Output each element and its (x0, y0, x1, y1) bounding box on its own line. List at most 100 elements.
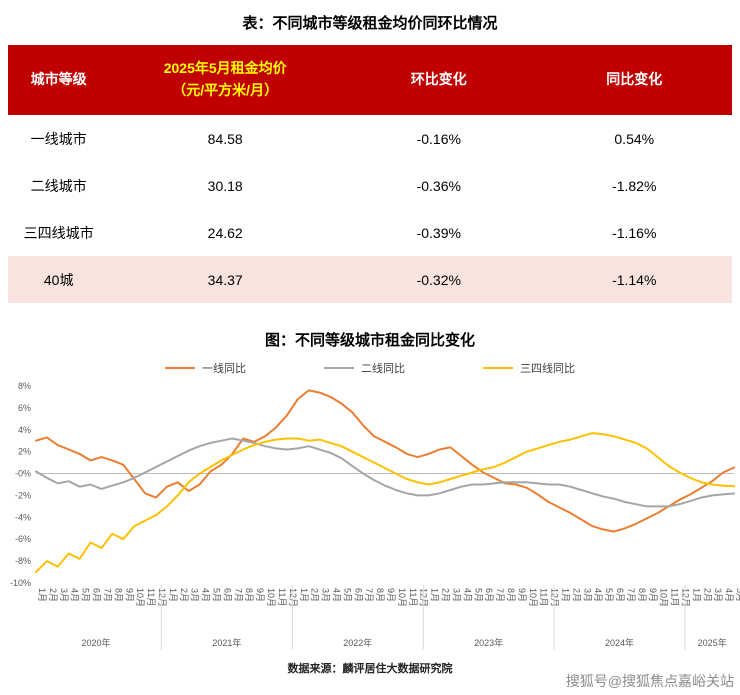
x-tick-label: 7月 (495, 588, 505, 602)
x-tick-label: 5月 (212, 588, 222, 602)
chart-title: 图：不同等级城市租金同比变化 (264, 332, 475, 349)
x-tick-label: 3月 (582, 588, 592, 602)
data-source: 数据来源：麟评居住大数据研究院 (287, 663, 453, 675)
x-tick-label: 3月 (713, 588, 723, 602)
x-tick-label: 3月 (451, 588, 461, 602)
y-tick-label: 8% (18, 381, 31, 391)
cell-tier: 一线城市 (8, 115, 110, 162)
x-tick-label: 8月 (244, 588, 254, 602)
x-tick-label: 5月 (735, 588, 740, 602)
x-tick-label: 7月 (364, 588, 374, 602)
header-yoy-change: 同比变化 (536, 45, 732, 115)
x-tick-label: 1月 (691, 588, 701, 602)
x-tick-label: 9月 (124, 588, 134, 602)
table-row-tier2: 二线城市 30.18 -0.36% -1.82% (8, 162, 732, 209)
y-tick-label: -10% (10, 578, 31, 588)
cell-mom: -0.39% (341, 209, 537, 256)
cell-price: 34.37 (109, 256, 342, 303)
x-tick-label: 12月 (288, 588, 298, 607)
x-tick-label: 8月 (637, 588, 647, 602)
year-label: 2023年 (474, 637, 503, 648)
table-row-40cities: 40城 34.37 -0.32% -1.14% (8, 256, 732, 303)
y-tick-label: -0% (15, 469, 31, 479)
series-line-0 (35, 389, 735, 533)
x-tick-label: 12月 (550, 588, 560, 607)
x-tick-label: 4月 (724, 588, 734, 602)
cell-tier: 40城 (8, 256, 110, 303)
year-label: 2024年 (605, 637, 634, 648)
x-tick-label: 1月 (561, 588, 571, 602)
table-title: 表：不同城市等级租金均价同环比情况 (242, 15, 498, 32)
x-tick-label: 4月 (70, 588, 80, 602)
tier1-line-swatch (165, 367, 195, 369)
x-tick-label: 4月 (462, 588, 472, 602)
x-tick-label: 11月 (408, 588, 418, 606)
year-label: 2021年 (212, 637, 241, 648)
x-tick-label: 6月 (484, 588, 494, 602)
x-tick-label: 11月 (539, 588, 549, 606)
x-tick-label: 7月 (102, 588, 112, 602)
rent-yoy-line-chart: 8%6%4%2%-0%-2%-4%-6%-8%-10%1月 2月 3月 4月 5月 6月 7… (10, 381, 740, 650)
x-tick-label: 1月 (37, 588, 47, 602)
cell-tier: 二线城市 (8, 162, 110, 209)
x-tick-label: 8月 (506, 588, 516, 602)
watermark: 搜狐号@搜狐焦点嘉峪关站 (565, 673, 734, 689)
legend-item-tier2: 二线同比 (324, 360, 405, 376)
year-label: 2022年 (343, 637, 372, 648)
cell-yoy: -1.14% (536, 256, 732, 303)
x-tick-label: 3月 (321, 588, 331, 602)
series-line-1 (35, 437, 735, 508)
legend-label-tier2: 二线同比 (361, 363, 405, 375)
x-tick-label: 10月 (266, 588, 276, 607)
x-tick-label: 4月 (593, 588, 603, 602)
chart-legend: 一线同比 二线同比 三四线同比 (0, 360, 740, 376)
table-row-tier34: 三四线城市 24.62 -0.39% -1.16% (8, 209, 732, 256)
table-header-row: 城市等级 2025年5月租金均价 （元/平方米/月） 环比变化 同比变化 (8, 45, 732, 115)
x-tick-label: 9月 (517, 588, 527, 602)
cell-mom: -0.16% (341, 115, 537, 162)
x-tick-label: 5月 (81, 588, 91, 602)
tier2-line-swatch (324, 367, 354, 369)
x-tick-label: 6月 (222, 588, 232, 602)
x-tick-label: 9月 (255, 588, 265, 602)
y-tick-label: -4% (15, 512, 31, 522)
x-tick-label: 1月 (168, 588, 178, 602)
tier34-line-swatch (483, 367, 513, 369)
x-tick-label: 9月 (648, 588, 658, 602)
cell-price: 24.62 (109, 209, 342, 256)
x-tick-label: 1月 (299, 588, 309, 602)
x-tick-label: 6月 (92, 588, 102, 602)
x-tick-label: 12月 (419, 588, 429, 607)
x-tick-label: 2月 (48, 588, 58, 602)
x-tick-label: 4月 (331, 588, 341, 602)
header-city-tier: 城市等级 (8, 45, 110, 115)
header-mom-change: 环比变化 (341, 45, 537, 115)
x-tick-label: 10月 (397, 588, 407, 607)
x-tick-label: 2月 (571, 588, 581, 602)
x-tick-label: 7月 (233, 588, 243, 602)
x-tick-label: 6月 (353, 588, 363, 602)
x-tick-label: 11月 (146, 588, 156, 606)
x-tick-label: 6月 (615, 588, 625, 602)
y-tick-label: 4% (18, 425, 31, 435)
x-tick-label: 12月 (680, 588, 690, 607)
y-tick-label: -6% (15, 534, 31, 544)
x-tick-label: 2月 (310, 588, 320, 602)
x-tick-label: 2月 (441, 588, 451, 602)
x-tick-label: 10月 (135, 588, 145, 607)
cell-yoy: -1.16% (536, 209, 732, 256)
cell-yoy: -1.82% (536, 162, 732, 209)
x-tick-label: 2月 (179, 588, 189, 602)
rent-table: 城市等级 2025年5月租金均价 （元/平方米/月） 环比变化 同比变化 一线城… (8, 45, 732, 303)
x-tick-label: 5月 (342, 588, 352, 602)
x-tick-label: 8月 (375, 588, 385, 602)
cell-price: 30.18 (109, 162, 342, 209)
y-tick-label: -8% (15, 556, 31, 566)
year-label: 2025年 (698, 637, 727, 648)
x-tick-label: 8月 (113, 588, 123, 602)
legend-label-tier34: 三四线同比 (520, 363, 575, 375)
year-label: 2020年 (81, 637, 110, 648)
x-tick-label: 11月 (277, 588, 287, 606)
x-tick-label: 10月 (659, 588, 669, 607)
